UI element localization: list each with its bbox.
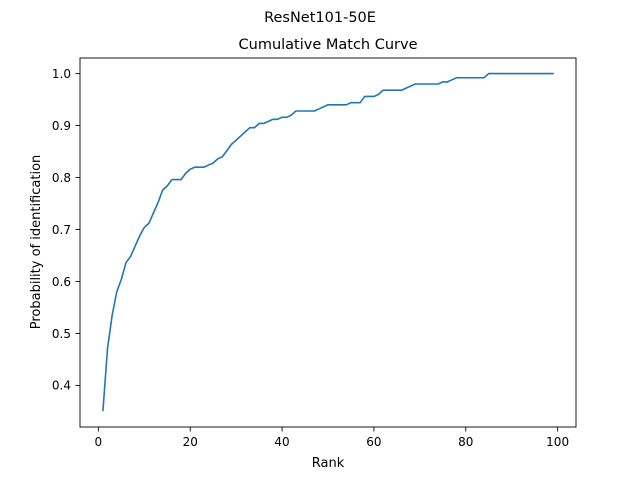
x-tick-label: 80 — [458, 435, 473, 449]
x-tick-label: 20 — [183, 435, 198, 449]
y-axis-ticks: 0.4 0.5 0.6 0.7 0.8 0.9 1.0 — [52, 67, 80, 393]
y-tick-label: 0.9 — [52, 119, 71, 133]
x-axis-ticks: 0 20 40 60 80 100 — [95, 427, 569, 449]
figure-suptitle: ResNet101-50E — [264, 10, 376, 26]
y-tick-label: 0.5 — [52, 327, 71, 341]
plot-area — [102, 72, 554, 412]
x-tick-label: 60 — [366, 435, 381, 449]
x-tick-label: 0 — [95, 435, 103, 449]
x-tick-label: 100 — [546, 435, 569, 449]
y-axis-label: Probability of identification — [29, 155, 44, 330]
x-axis-label: Rank — [312, 456, 345, 471]
y-tick-label: 0.4 — [52, 379, 71, 393]
y-tick-label: 1.0 — [52, 67, 71, 81]
axes-frame — [79, 57, 577, 428]
cmc-line — [102, 72, 554, 412]
y-tick-label: 0.6 — [52, 275, 71, 289]
x-tick-label: 40 — [274, 435, 289, 449]
y-tick-label: 0.7 — [52, 223, 71, 237]
chart-title: Cumulative Match Curve — [239, 37, 418, 53]
y-tick-label: 0.8 — [52, 171, 71, 185]
